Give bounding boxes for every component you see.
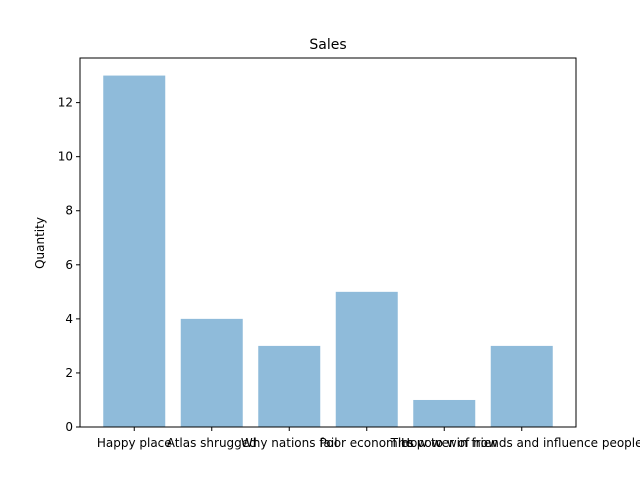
bar [490, 345, 553, 427]
y-tick-label: 4 [65, 312, 73, 326]
bars-layer [103, 75, 553, 427]
y-tick-label: 8 [65, 204, 73, 218]
chart-title: Sales [309, 37, 346, 53]
y-tick-label: 12 [58, 96, 73, 110]
bar [180, 318, 243, 427]
x-tick-label: Atlas shrugged [167, 436, 257, 450]
y-tick-label: 0 [65, 420, 73, 434]
x-tick-label: The power of now [390, 436, 498, 450]
x-tick-label: Poor economics [320, 436, 414, 450]
y-tick-label: 10 [58, 150, 73, 164]
y-tick-label: 6 [65, 258, 73, 272]
bar [335, 291, 398, 427]
y-ticks-layer: 0 2 4 6 8 10 12 [58, 96, 80, 434]
x-tick-label: How to win friends and influence people [401, 436, 640, 450]
x-tick-label: Why nations fail [241, 436, 338, 450]
bar [413, 399, 476, 427]
y-axis-label: Quantity [33, 217, 47, 269]
bar [258, 345, 321, 427]
y-tick-label: 2 [65, 366, 73, 380]
plot-frame [79, 57, 577, 428]
x-tick-label: Happy place [97, 436, 172, 450]
bar [103, 75, 166, 427]
